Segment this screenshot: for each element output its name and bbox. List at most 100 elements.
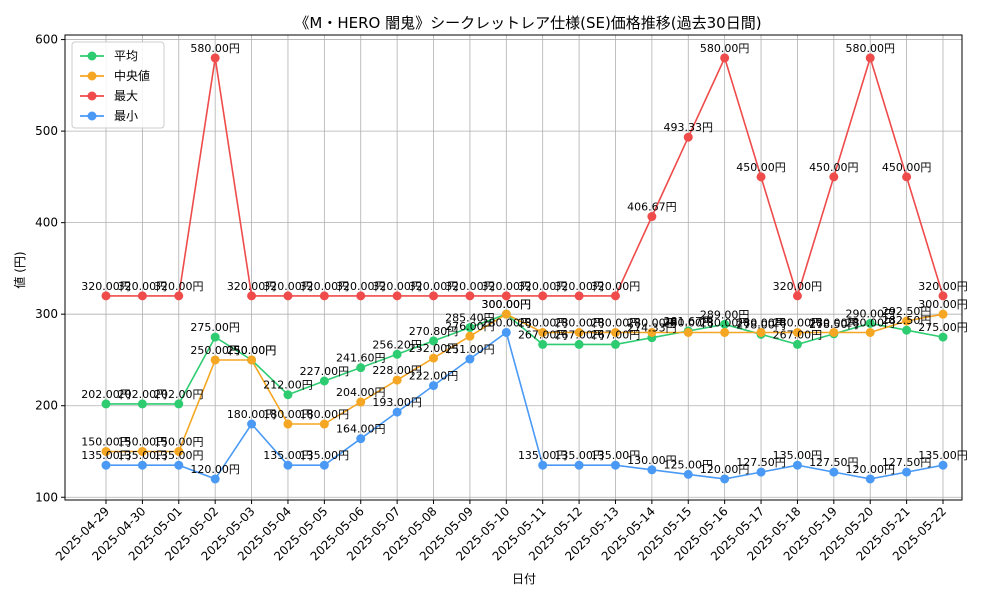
data-label: 202.00円 [118,388,168,401]
data-label: 320.00円 [81,280,131,293]
data-label: 250.00円 [190,344,240,357]
data-point [174,446,184,456]
y-axis: 100 200 300 400 500 600 [35,33,65,504]
data-point [574,327,584,337]
data-label: 280.00円 [736,316,786,329]
data-label: 267.00円 [554,328,604,341]
data-point [174,460,184,470]
data-point [319,291,329,301]
data-point [392,407,402,417]
data-point [902,316,912,326]
y-tick-label: 400 [35,216,58,230]
data-point [101,446,111,456]
data-point [137,460,147,470]
data-label: 320.00円 [118,280,168,293]
data-label: 228.00円 [372,364,422,377]
data-point [356,291,366,301]
data-label: 193.00円 [372,396,422,409]
data-label: 280.00円 [591,316,641,329]
data-point [538,291,548,301]
data-label: 150.00円 [118,435,168,448]
data-point [647,465,657,475]
data-label: 135.00円 [518,449,568,462]
data-point [574,339,584,349]
data-point [720,319,730,329]
legend-marker [87,111,97,121]
data-point [610,460,620,470]
data-label: 406.67円 [627,201,677,214]
data-point [756,327,766,337]
data-label: 278.00円 [736,318,786,331]
data-point [465,291,475,301]
data-label: 280.00円 [627,316,677,329]
data-point [829,327,839,337]
data-label: 280.00円 [845,316,895,329]
data-label: 280.00円 [664,316,714,329]
data-point [938,291,948,301]
data-point [792,291,802,301]
data-label: 320.00円 [336,280,386,293]
data-label: 275.00円 [190,321,240,334]
data-label: 450.00円 [809,161,859,174]
y-tick-label: 300 [35,307,58,321]
data-point [501,309,511,319]
data-point [392,291,402,301]
data-point [720,53,730,63]
data-label: 280.00円 [518,316,568,329]
data-point [938,309,948,319]
data-label: 127.50円 [809,456,859,469]
data-label: 250.00円 [227,344,277,357]
data-label: 320.00円 [482,280,532,293]
data-label: 135.00円 [154,449,204,462]
data-point [101,460,111,470]
data-label: 290.00円 [845,307,895,320]
data-label: 125.00円 [664,458,714,471]
data-label: 135.00円 [773,449,823,462]
data-label: 320.00円 [518,280,568,293]
data-point [902,172,912,182]
data-point [465,323,475,333]
legend-marker [87,51,97,61]
data-label: 275.00円 [918,321,968,334]
data-label: 280.00円 [554,316,604,329]
data-label: 320.00円 [154,280,204,293]
y-tick-label: 200 [35,399,58,413]
data-label: 450.00円 [882,161,932,174]
data-point [574,460,584,470]
data-label: 274.33円 [627,322,677,335]
data-labels: 202.00円202.00円202.00円275.00円250.00円212.0… [81,42,968,476]
data-label: 180.00円 [263,408,313,421]
y-tick-label: 100 [35,490,58,504]
data-point [247,419,257,429]
data-point [283,390,293,400]
data-point [792,327,802,337]
data-label: 180.00円 [300,408,350,421]
data-label: 251.00円 [445,343,495,356]
data-point [938,332,948,342]
data-label: 120.00円 [700,463,750,476]
series-line-0 [106,313,944,405]
data-label: 493.33円 [664,121,714,134]
data-label: 320.00円 [773,280,823,293]
data-label: 204.00円 [336,386,386,399]
data-label: 320.00円 [263,280,313,293]
data-label: 135.00円 [81,449,131,462]
data-point [756,467,766,477]
data-label: 120.00円 [190,463,240,476]
data-label: 320.00円 [227,280,277,293]
data-point [429,336,439,346]
data-label: 130.00円 [627,454,677,467]
data-label: 280.00円 [809,316,859,329]
y-tick-label: 500 [35,124,58,138]
data-point [465,354,475,364]
data-point [501,291,511,301]
data-point [865,53,875,63]
data-label: 127.50円 [736,456,786,469]
x-axis: 2025-04-292025-04-302025-05-012025-05-02… [53,500,949,563]
data-label: 212.00円 [263,379,313,392]
data-label: 320.00円 [409,280,459,293]
data-label: 285.40円 [445,312,495,325]
data-point [683,132,693,142]
data-label: 267.00円 [518,328,568,341]
data-label: 252.00円 [409,342,459,355]
